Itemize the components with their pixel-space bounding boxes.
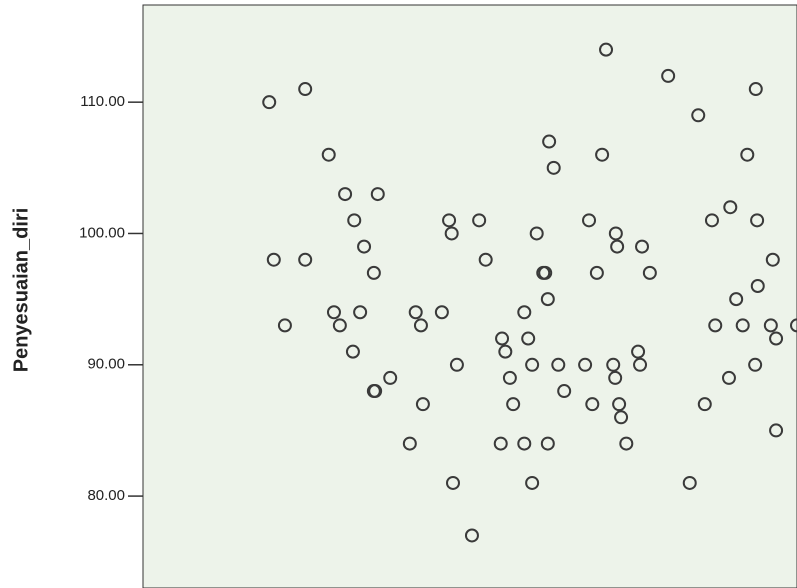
y-tick-label: 100.00 [79, 224, 125, 241]
plot-area [143, 5, 797, 588]
chart: Penyesuaian_diri 80.00 90.00 100.00 110.00 [0, 0, 797, 588]
y-tick-label: 90.00 [87, 356, 125, 373]
y-tick-label: 80.00 [87, 487, 125, 504]
y-axis-label: Penyesuaian_diri [10, 208, 32, 373]
y-tick-label: 110.00 [80, 93, 125, 110]
